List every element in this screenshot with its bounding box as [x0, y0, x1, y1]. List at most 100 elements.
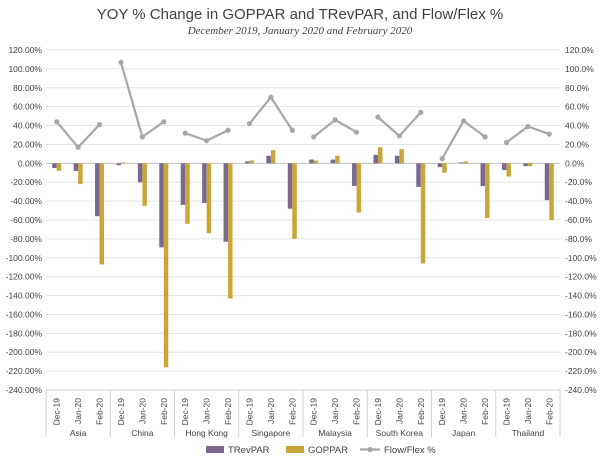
category-label: Singapore: [251, 428, 290, 438]
y2-tick-label: -100.0%: [565, 253, 597, 263]
point-flow-flex: [439, 156, 445, 162]
point-flow-flex: [161, 119, 167, 125]
y-tick-label: 40.00%: [13, 121, 42, 131]
y-axis-left: 120.00% 100.00% 80.00% 60.00% 40.00% 20.00% 0.…: [6, 45, 43, 395]
x-tick-label: Dec-19: [52, 398, 62, 426]
bar-trevpar: [309, 159, 314, 164]
y2-tick-label: -180.0%: [565, 328, 597, 338]
bar-goppar: [78, 163, 83, 185]
legend-swatch-trevpar: [206, 446, 224, 453]
x-tick-label: Jan-20: [523, 398, 533, 424]
point-flow-flex: [139, 134, 145, 140]
point-flow-flex: [418, 109, 424, 115]
y2-tick-label: -240.0%: [565, 385, 597, 395]
point-flow-flex: [204, 138, 210, 144]
point-flow-flex: [461, 118, 467, 124]
y-tick-label: -80.00%: [10, 234, 42, 244]
point-flow-flex: [503, 139, 510, 146]
bar-trevpar: [373, 154, 378, 164]
category-label: Hong Kong: [185, 428, 228, 438]
y2-tick-label: -160.0%: [565, 309, 597, 319]
point-flow-flex: [246, 121, 253, 127]
y2-tick-label: -220.0%: [565, 366, 597, 376]
category-label: Thailand: [512, 428, 545, 438]
bar-trevpar: [416, 163, 421, 187]
category-label: China: [131, 428, 153, 438]
line-segment-flow-flex: [377, 111, 422, 138]
legend-swatch-goppar: [286, 446, 304, 453]
x-tick-label: Dec-19: [309, 398, 319, 426]
x-tick-label: Jan-20: [459, 398, 469, 424]
bar-goppar: [249, 160, 254, 164]
y-tick-label: 120.00%: [8, 45, 42, 55]
y-tick-label: -60.00%: [10, 215, 42, 225]
bar-trevpar: [137, 163, 143, 183]
bar-trevpar: [501, 163, 507, 170]
bar-trevpar: [266, 155, 271, 164]
gridlines: [46, 49, 560, 391]
x-tick-label: Dec-19: [437, 398, 447, 426]
x-tick-label: Feb-20: [223, 398, 233, 425]
point-flow-flex: [54, 119, 60, 125]
bar-goppar: [185, 163, 190, 224]
bar-trevpar: [437, 163, 443, 168]
point-flow-flex: [332, 117, 338, 123]
x-tick-label: Dec-19: [373, 398, 383, 426]
bar-trevpar: [73, 163, 79, 171]
point-flow-flex: [182, 130, 188, 136]
bar-goppar: [206, 163, 212, 234]
y-tick-label: 60.00%: [13, 102, 42, 112]
y2-tick-label: 60.0%: [565, 102, 590, 112]
bar-goppar: [527, 163, 533, 167]
bar-trevpar: [202, 163, 207, 203]
bar-goppar: [399, 149, 404, 164]
y2-tick-label: 0.0%: [565, 158, 585, 168]
bar-goppar: [120, 162, 126, 164]
bar-goppar: [442, 163, 447, 173]
x-tick-label: Feb-20: [159, 398, 169, 425]
bar-goppar: [99, 163, 105, 265]
x-tick-label: Jan-20: [73, 398, 83, 424]
point-flow-flex: [375, 114, 381, 120]
x-tick-label: Feb-20: [416, 398, 426, 425]
y2-tick-label: 80.0%: [565, 83, 590, 93]
y-tick-label: -160.00%: [6, 309, 43, 319]
legend: TRevPAR GOPPAR Flow/Flex %: [206, 445, 436, 456]
x-axis: Dec-19 Jan-20 Feb-20 Asia Dec-19 Jan-20 Feb-20…: [45, 389, 561, 438]
y2-tick-label: -120.0%: [565, 272, 597, 282]
bar-goppar: [270, 150, 276, 164]
bar-trevpar: [459, 162, 464, 164]
y2-tick-label: -60.0%: [565, 215, 592, 225]
y2-tick-label: -200.0%: [565, 347, 597, 357]
bar-series: [52, 147, 554, 368]
point-flow-flex: [353, 129, 360, 135]
y2-tick-label: 100.0%: [565, 64, 594, 74]
x-tick-label: Jan-20: [394, 398, 404, 424]
category-label: Japan: [452, 428, 475, 438]
chart-subtitle: December 2019, January 2020 and February…: [187, 25, 413, 37]
y-tick-label: -240.00%: [6, 385, 43, 395]
bar-goppar: [292, 163, 297, 239]
y2-tick-label: -20.0%: [565, 177, 592, 187]
bar-goppar: [335, 155, 340, 164]
bar-goppar: [228, 163, 233, 299]
y-axis-right: 120.0% 100.0% 80.0% 60.0% 40.0% 20.0% 0.0% -20.…: [565, 45, 597, 395]
point-flow-flex: [311, 134, 317, 140]
y2-tick-label: -80.0%: [565, 234, 592, 244]
line-segment-flow-flex: [441, 119, 486, 160]
x-tick-label: Feb-20: [480, 398, 490, 425]
bar-trevpar: [95, 163, 100, 217]
x-tick-label: Jan-20: [137, 398, 147, 424]
y-tick-label: -220.00%: [6, 366, 43, 376]
bar-trevpar: [159, 163, 164, 248]
y-tick-label: -40.00%: [10, 196, 42, 206]
bar-goppar: [142, 163, 147, 206]
y2-tick-label: 20.0%: [565, 139, 590, 149]
x-tick-label: Feb-20: [287, 398, 297, 425]
point-flow-flex: [482, 134, 488, 140]
x-tick-label: Feb-20: [352, 398, 362, 425]
legend-label-trevpar: TRevPAR: [228, 445, 270, 456]
bar-goppar: [549, 163, 554, 220]
x-tick-label: Jan-20: [202, 398, 212, 424]
chart-title: YOY % Change in GOPPAR and TRevPAR, and …: [97, 6, 504, 23]
